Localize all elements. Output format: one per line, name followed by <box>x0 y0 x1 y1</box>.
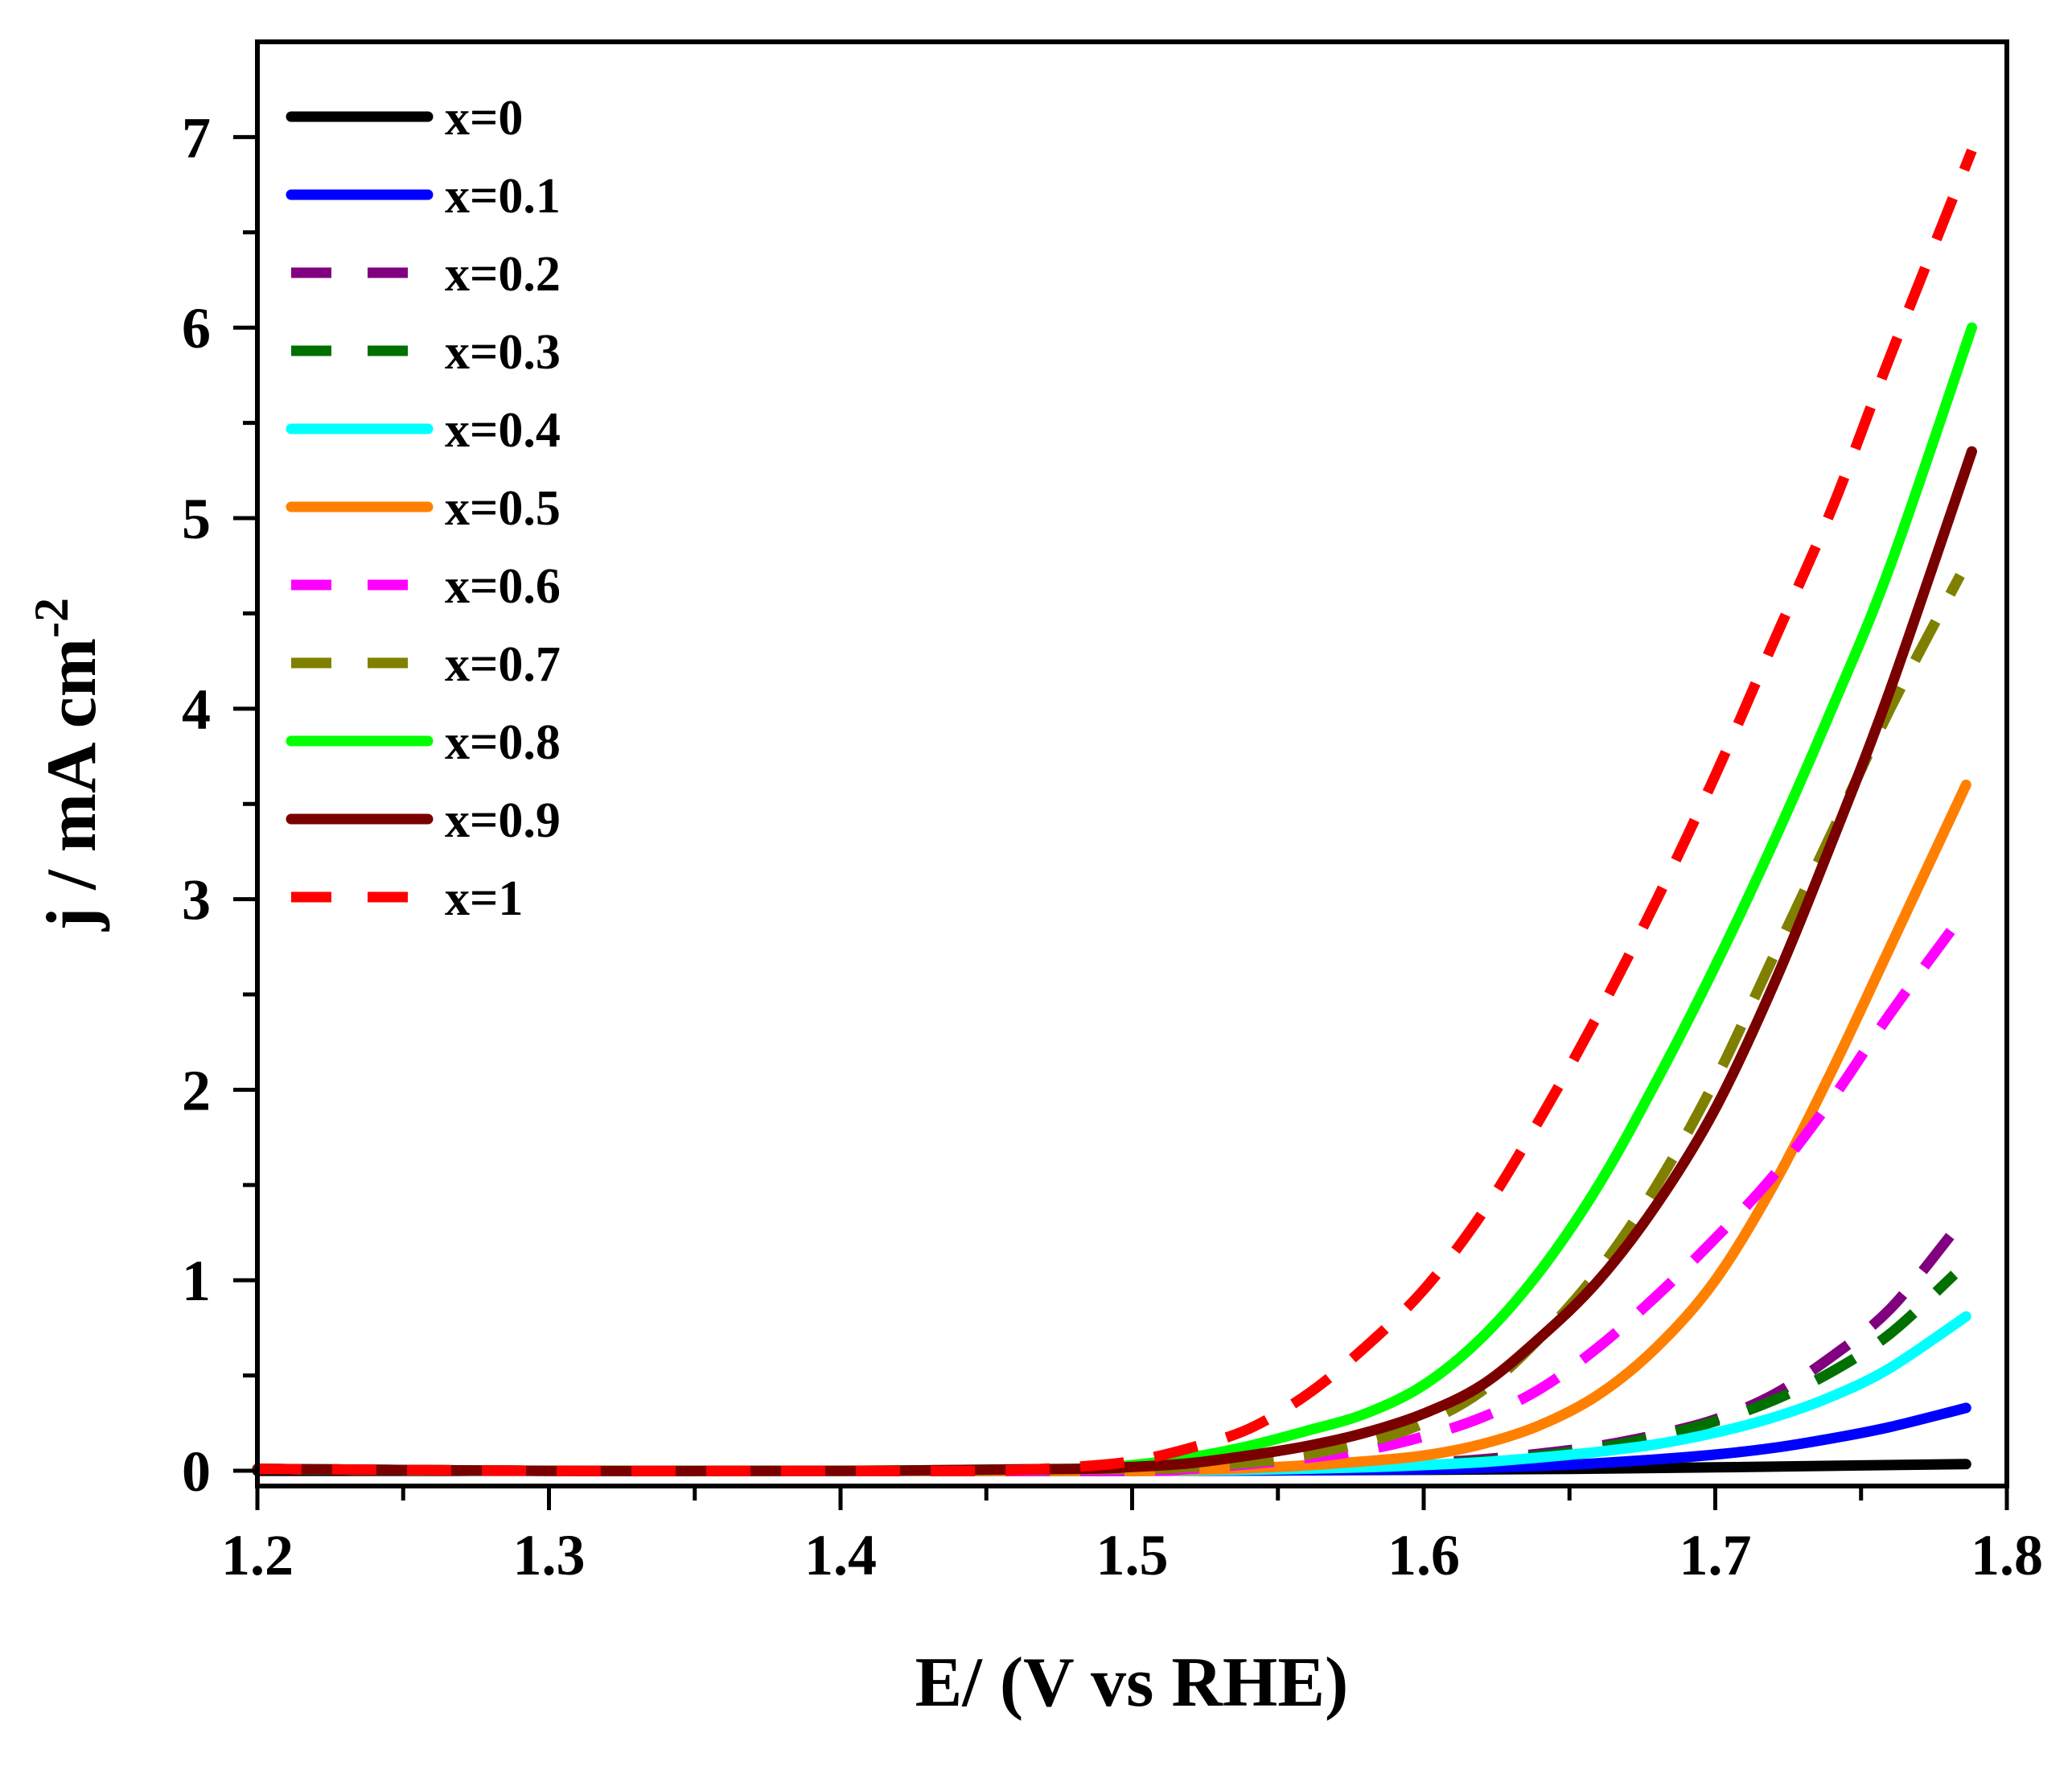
legend-label: x=0.2 <box>445 247 561 302</box>
legend-item-x-0: x=0 <box>286 91 523 146</box>
legend-item-x-0-4: x=0.4 <box>286 403 561 458</box>
x-tick-label: 1.6 <box>1388 1523 1460 1587</box>
y-axis-title-superscript: -2 <box>25 598 78 638</box>
legend-label: x=0 <box>445 91 523 146</box>
x-tick-label: 1.5 <box>1096 1523 1169 1587</box>
legend-item-x-0-5: x=0.5 <box>286 481 561 536</box>
y-tick-label: 6 <box>182 296 211 360</box>
y-tick-label: 2 <box>182 1058 211 1122</box>
legend-item-x-0-3: x=0.3 <box>291 325 561 380</box>
series-layer <box>252 148 1977 1476</box>
x-tick-label: 1.3 <box>513 1523 586 1587</box>
y-tick-label: 1 <box>182 1249 211 1313</box>
legend: x=0 x=0.1 x=0.2 x=0.3 x=0.4 x=0.5 x=0.6 x=0.7 x=… <box>286 91 561 926</box>
legend-item-x-0-1: x=0.1 <box>286 169 561 224</box>
y-tick-label: 4 <box>182 677 211 742</box>
legend-label: x=0.7 <box>445 637 561 692</box>
legend-label: x=0.6 <box>445 559 561 614</box>
legend-item-x-0-7: x=0.7 <box>291 637 561 692</box>
legend-label: x=0.8 <box>445 715 561 770</box>
legend-item-x-0-6: x=0.6 <box>291 559 561 614</box>
x-tick-label: 1.8 <box>1971 1523 2043 1587</box>
y-tick-label: 0 <box>182 1439 211 1504</box>
series-line-x-0-9 <box>252 446 1977 1476</box>
legend-label: x=0.9 <box>445 793 561 848</box>
ticks-layer: 1.2 1.3 1.4 1.5 1.6 1.7 1.8 0 1 2 3 4 5 6 7 <box>182 105 2043 1587</box>
y-tick-label: 3 <box>182 868 211 932</box>
legend-item-x-0-9: x=0.9 <box>286 793 561 848</box>
x-tick-label: 1.4 <box>804 1523 877 1587</box>
series-line-x-0-6 <box>257 915 1965 1476</box>
y-axis-title-main: j / mA cm <box>33 638 111 932</box>
y-axis-title: j / mA cm-2 <box>25 598 111 932</box>
x-tick-label: 1.2 <box>221 1523 294 1587</box>
y-tick-label: 7 <box>182 105 211 170</box>
legend-label: x=0.1 <box>445 169 561 224</box>
legend-label: x=0.5 <box>445 481 561 536</box>
legend-label: x=0.4 <box>445 403 561 458</box>
legend-item-x-0-8: x=0.8 <box>286 715 561 770</box>
y-tick-label: 5 <box>182 487 211 551</box>
legend-item-x-1: x=1 <box>291 871 523 926</box>
series-line-x-1 <box>257 148 1977 1476</box>
legend-label: x=1 <box>445 871 523 926</box>
legend-item-x-0-2: x=0.2 <box>291 247 561 302</box>
legend-label: x=0.3 <box>445 325 561 380</box>
x-axis-title: E/ (V vs RHE) <box>915 1644 1349 1722</box>
x-tick-label: 1.7 <box>1679 1523 1752 1587</box>
